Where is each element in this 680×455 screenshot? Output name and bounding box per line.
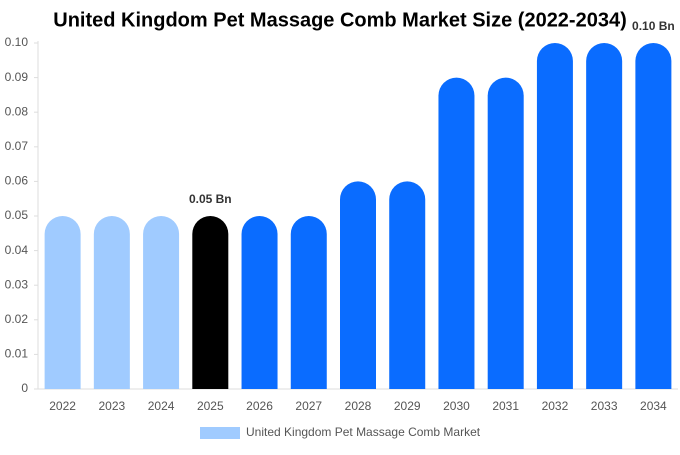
y-tick-label: 0.08 xyxy=(5,104,29,118)
x-tick-label: 2030 xyxy=(443,399,470,413)
y-tick-label: 0.01 xyxy=(5,347,29,361)
bar xyxy=(586,43,623,389)
x-tick-label: 2031 xyxy=(492,399,519,413)
bar xyxy=(340,181,376,389)
x-tick-label: 2028 xyxy=(345,399,372,413)
bar xyxy=(241,216,278,389)
y-tick-label: 0.09 xyxy=(5,70,29,84)
x-tick-label: 2027 xyxy=(295,399,322,413)
x-tick-label: 2024 xyxy=(148,399,175,413)
bar xyxy=(635,43,672,389)
y-tick-label: 0.07 xyxy=(5,139,29,153)
data-label: 0.05 Bn xyxy=(189,192,232,206)
bar xyxy=(487,77,524,389)
bar xyxy=(438,77,475,389)
x-tick-label: 2023 xyxy=(98,399,125,413)
y-tick-label: 0.04 xyxy=(5,243,29,257)
bar xyxy=(389,181,426,389)
y-tick-label: 0 xyxy=(21,381,28,395)
x-tick-label: 2034 xyxy=(640,399,667,413)
x-tick-label: 2029 xyxy=(394,399,421,413)
bar xyxy=(93,216,130,389)
bar xyxy=(143,216,180,389)
x-tick-label: 2026 xyxy=(246,399,273,413)
legend-label: United Kingdom Pet Massage Comb Market xyxy=(246,425,481,439)
y-tick-label: 0.06 xyxy=(5,174,29,188)
y-tick-label: 0.10 xyxy=(5,35,29,49)
bar xyxy=(536,43,573,389)
y-tick-label: 0.02 xyxy=(5,312,29,326)
chart-title: United Kingdom Pet Massage Comb Market S… xyxy=(53,9,627,31)
data-label: 0.10 Bn xyxy=(632,19,675,33)
legend-swatch xyxy=(200,427,240,439)
y-tick-label: 0.03 xyxy=(5,277,29,291)
x-tick-label: 2032 xyxy=(542,399,569,413)
x-tick-label: 2033 xyxy=(591,399,618,413)
x-tick-label: 2025 xyxy=(197,399,224,413)
bar xyxy=(192,216,229,389)
bar xyxy=(44,215,81,389)
y-tick-label: 0.05 xyxy=(5,208,29,222)
x-tick-label: 2022 xyxy=(49,399,76,413)
bar xyxy=(290,216,327,389)
